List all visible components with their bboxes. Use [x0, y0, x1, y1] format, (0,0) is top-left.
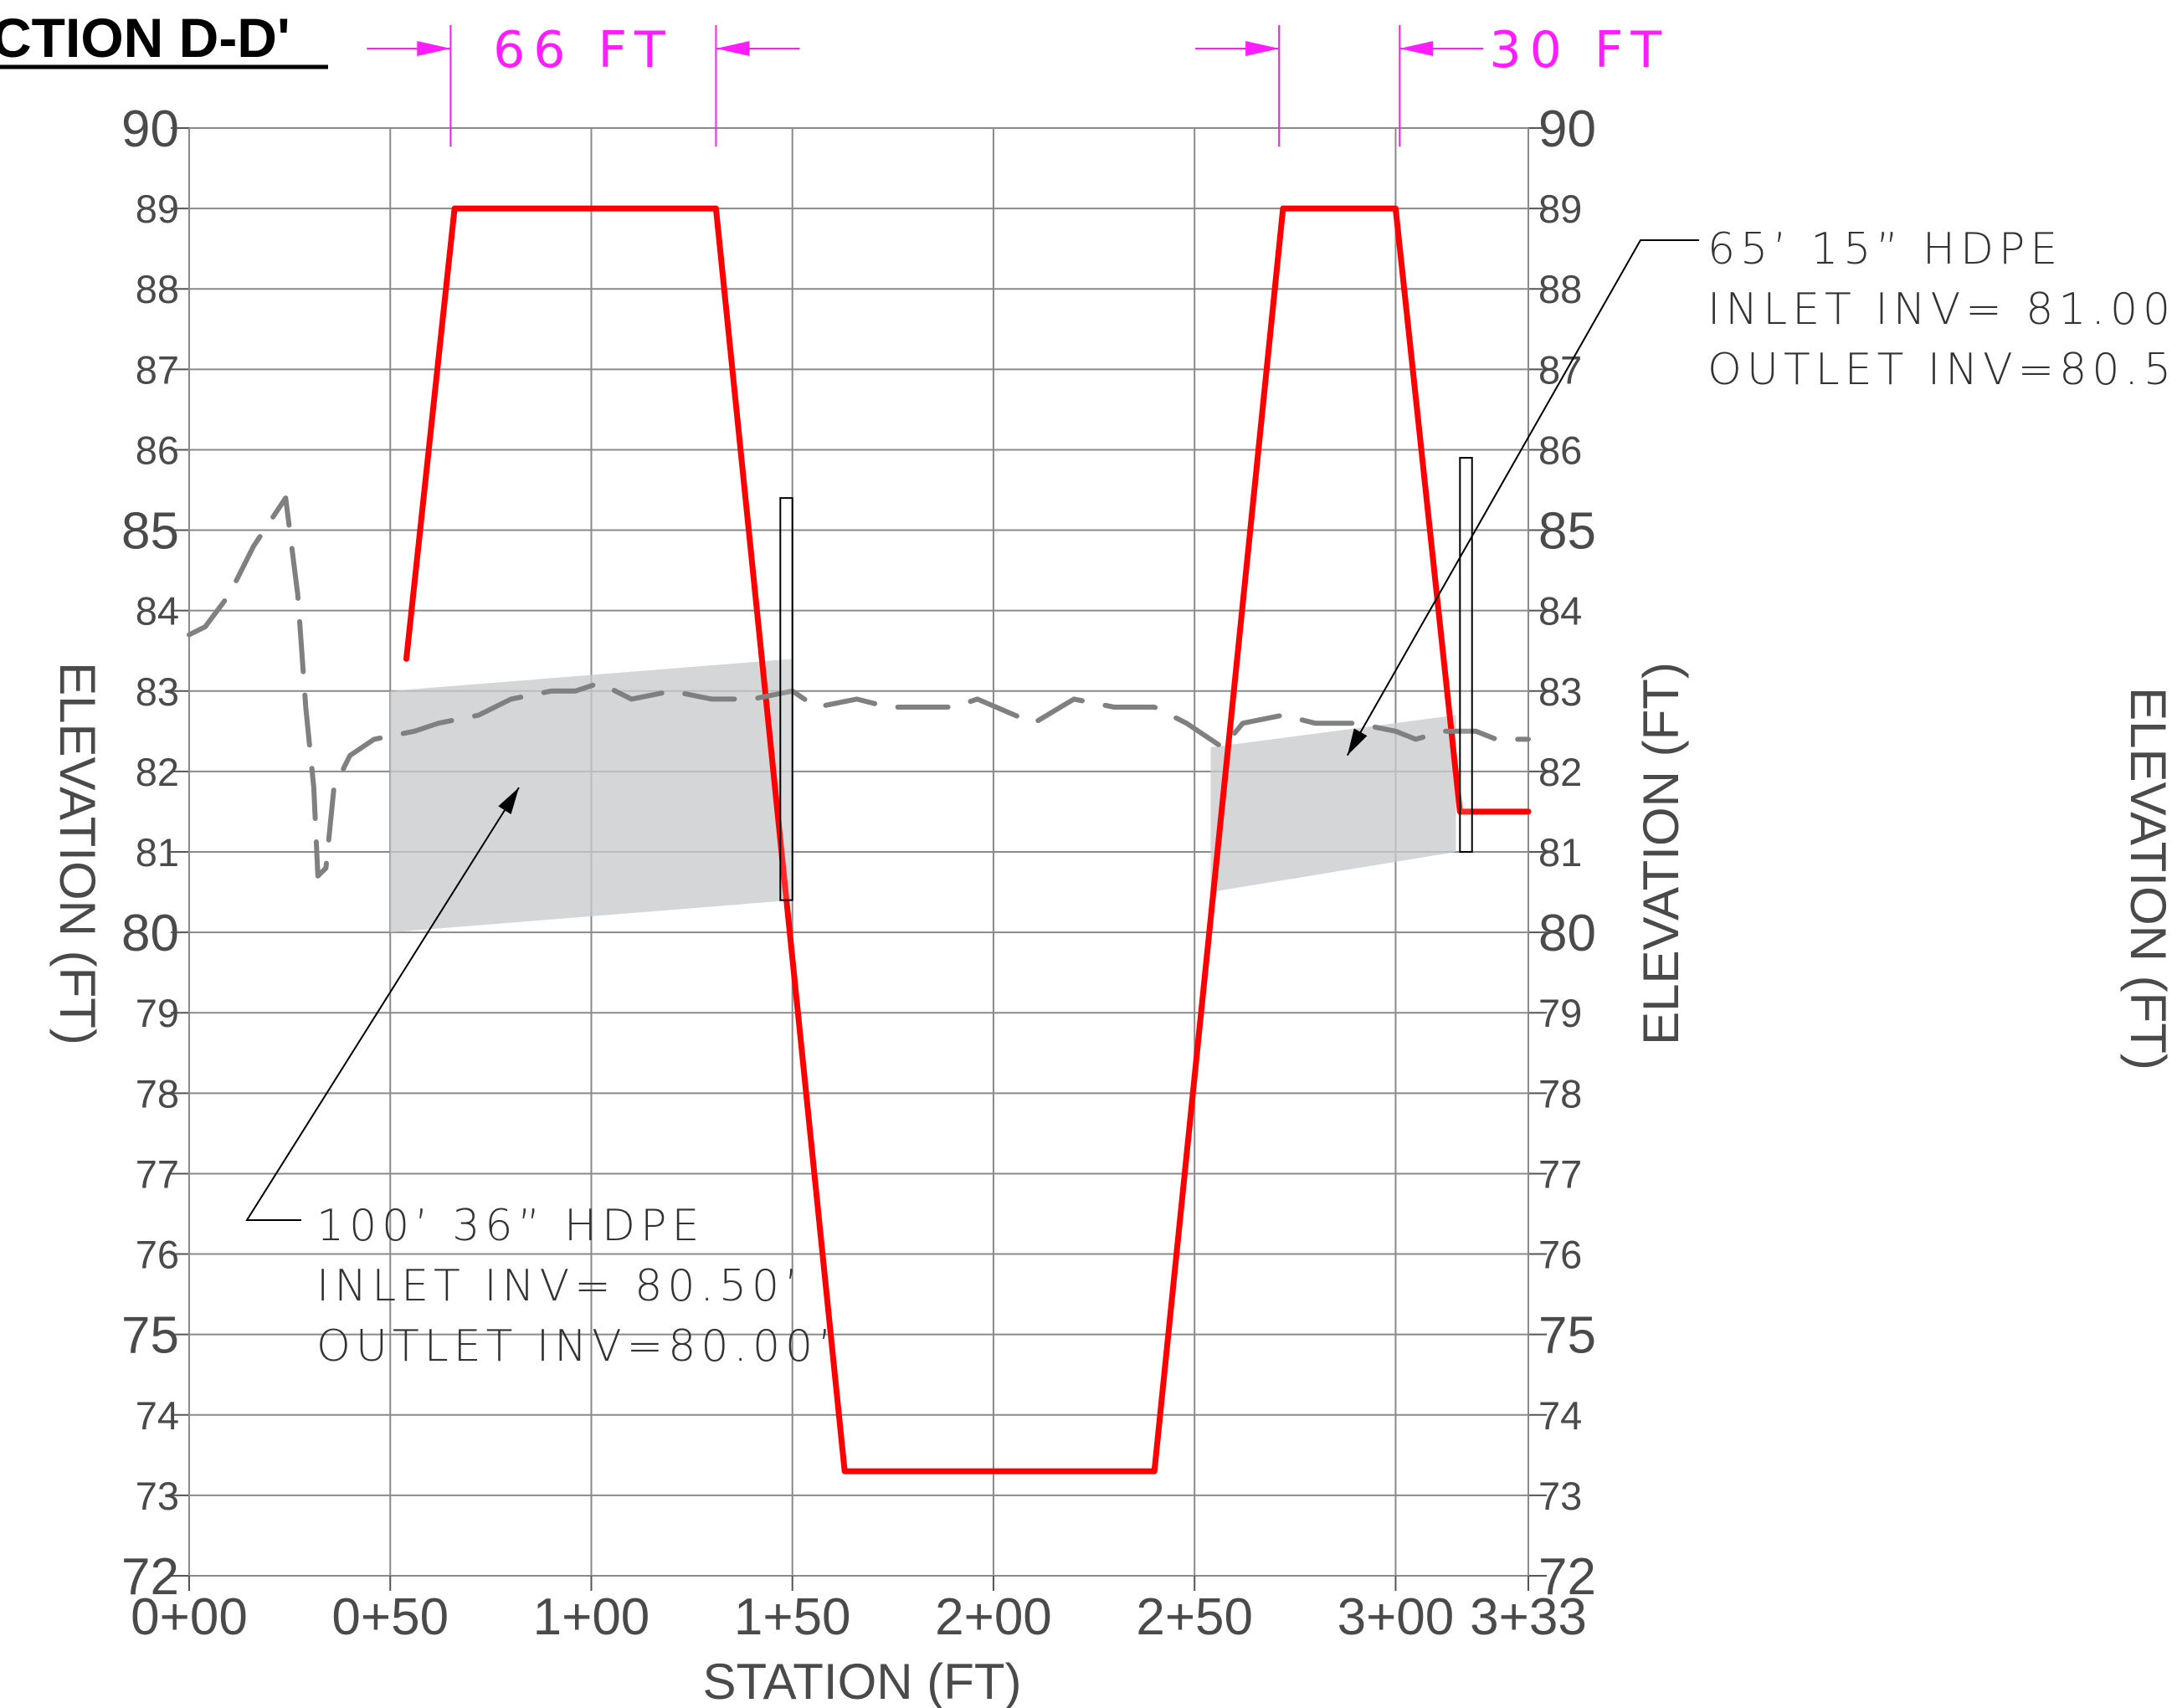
- y-tick-label-right: 89: [1538, 187, 1582, 231]
- series: [187, 205, 1532, 1475]
- x-tick-label: 2+00: [935, 1588, 1052, 1646]
- annotation-arrow-head: [1347, 728, 1368, 756]
- x-tick-label: 3+33: [1470, 1588, 1587, 1646]
- dimension-arrow-head: [1245, 41, 1280, 56]
- dimension-arrow-head: [716, 41, 750, 56]
- x-tick-label: 1+50: [734, 1588, 851, 1646]
- y-tick-label-left: 74: [136, 1393, 179, 1438]
- y-tick-label-right: 85: [1538, 503, 1596, 561]
- y-tick-label-right: 78: [1538, 1071, 1582, 1116]
- y-tick-label-left: 88: [136, 267, 179, 311]
- y-tick-label-right: 81: [1538, 830, 1582, 875]
- dimension-label: 66 FT: [493, 21, 674, 80]
- proposed-grade-line: [403, 205, 1532, 1475]
- dimension-label: 30 FT: [1489, 21, 1670, 80]
- annotation-arrow-head: [498, 787, 519, 814]
- y-tick-label-left: 82: [136, 750, 179, 794]
- y-tick-label-left: 87: [136, 347, 179, 392]
- headwall: [1459, 457, 1473, 853]
- annotation-line: OUTLET INV=80.50’: [1707, 345, 2177, 395]
- y-tick-label-left: 76: [136, 1233, 179, 1277]
- headwalls: [779, 457, 1473, 901]
- x-tick-label: 2+50: [1136, 1588, 1253, 1646]
- existing-ground-line: [187, 495, 1531, 879]
- annotation-line: OUTLET INV=80.00’: [316, 1321, 837, 1372]
- ticks: 72 72 73 73 74 74 75 75 76 76 77 77 78 78 79 79 80 80 81 81…: [121, 100, 1596, 1646]
- y-tick-label-left: 79: [136, 991, 179, 1035]
- y-tick-label-right: 83: [1538, 669, 1582, 714]
- y-tick-label-left: 75: [121, 1307, 179, 1365]
- dimension-arrow-head: [417, 41, 451, 56]
- y-tick-label-left: 72: [121, 1548, 179, 1606]
- dimensions: 66 FT 30 FT: [367, 21, 1670, 146]
- y-tick-label-right: 84: [1538, 589, 1582, 633]
- y-tick-label-left: 84: [136, 589, 179, 633]
- y-tick-label-right: 90: [1538, 100, 1596, 158]
- y-tick-label-right: 73: [1538, 1474, 1582, 1518]
- annotation-line: 100’ 36” HDPE: [316, 1201, 704, 1251]
- annotation-leader: [1346, 239, 1699, 757]
- headwall: [779, 497, 793, 901]
- y-tick-label-left: 83: [136, 669, 179, 714]
- annotation-leader: [245, 787, 520, 1221]
- y-tick-label-right: 82: [1538, 750, 1582, 794]
- y-tick-label-left: 80: [121, 905, 179, 962]
- y-tick-label-right: 88: [1538, 267, 1582, 311]
- culvert-pipe: [1210, 715, 1456, 893]
- y-tick-label-left: 81: [136, 830, 179, 875]
- culvert-pipe: [390, 659, 793, 933]
- y-tick-label-right: 86: [1538, 428, 1582, 472]
- y-tick-label-left: 73: [136, 1474, 179, 1518]
- x-tick-label: 3+00: [1338, 1588, 1455, 1646]
- culverts: [390, 659, 1456, 933]
- x-tick-label: 1+00: [533, 1588, 650, 1646]
- y-tick-label-right: 79: [1538, 991, 1582, 1035]
- y-tick-label-left: 89: [136, 187, 179, 231]
- x-axis-title: STATION (FT): [702, 1654, 1021, 1708]
- annotation-line: INLET INV= 81.00’: [1707, 285, 2177, 335]
- y-tick-label-right: 72: [1538, 1548, 1596, 1606]
- section-title: CTION D-D': [0, 7, 290, 69]
- x-tick-label: 0+00: [131, 1588, 248, 1646]
- y-tick-label-right: 80: [1538, 905, 1596, 962]
- y-tick-label-right: 76: [1538, 1233, 1582, 1277]
- x-tick-label: 0+50: [331, 1588, 449, 1646]
- dimension-arrow-head: [1399, 41, 1434, 56]
- y-axis-title-right: ELEVATION (FT): [1633, 662, 1689, 1045]
- annotation-line: 65’ 15” HDPE: [1707, 224, 2062, 274]
- y-tick-label-right: 77: [1538, 1151, 1582, 1196]
- annotations: 100’ 36” HDPE INLET INV= 80.50’ OUTLET INV…: [245, 224, 2177, 1372]
- y-tick-label-left: 78: [136, 1071, 179, 1116]
- y-tick-label-left: 77: [136, 1151, 179, 1196]
- annotation-line: INLET INV= 80.50’: [316, 1261, 804, 1311]
- y-tick-label-left: 86: [136, 428, 179, 472]
- y-axis-title-far-right: ELEVATION (FT): [2120, 687, 2176, 1070]
- y-tick-label-right: 75: [1538, 1307, 1596, 1365]
- y-axis-title-left: ELEVATION (FT): [49, 662, 105, 1045]
- y-tick-label-left: 90: [121, 100, 179, 158]
- y-tick-label-right: 74: [1538, 1393, 1582, 1438]
- y-tick-label-left: 85: [121, 503, 179, 561]
